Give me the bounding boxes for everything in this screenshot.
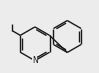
Text: N: N — [32, 56, 38, 65]
